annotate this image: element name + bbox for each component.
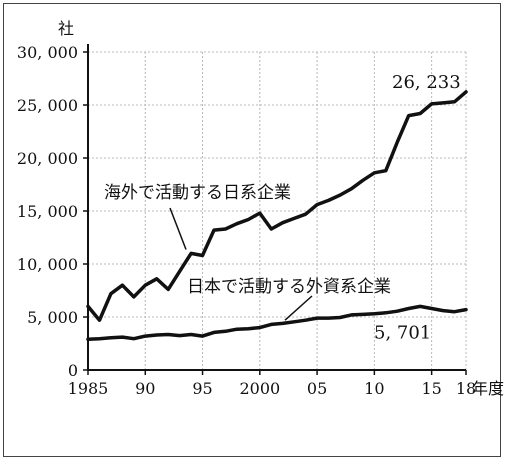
x-tick-label: 10	[364, 379, 384, 398]
x-tick-label: 90	[135, 379, 155, 398]
x-tick-label: 05	[307, 379, 327, 398]
y-tick-label: 20, 000	[17, 149, 78, 168]
tick-labels: 0 5, 000 10, 000 15, 000 20, 000 25, 000 30, 0…	[17, 19, 504, 398]
x-tick-label: 15	[421, 379, 441, 398]
foreign-companies-in-japan-line	[86, 304, 468, 342]
y-tick-label: 0	[68, 361, 78, 380]
y-tick-label: 5, 000	[27, 308, 78, 327]
end-value-label-overseas: 26, 233	[392, 72, 461, 93]
x-tick-label: 1985	[68, 379, 109, 398]
end-value-label-foreign: 5, 701	[374, 323, 431, 344]
chart-frame	[3, 3, 501, 457]
y-tick-label: 15, 000	[17, 202, 78, 221]
axes	[83, 44, 467, 375]
x-axis-unit-label: 年度	[472, 379, 504, 398]
series-label-foreign: 日本で活動する外資系企業	[187, 277, 391, 297]
y-axis-unit-label: 社	[58, 19, 74, 38]
x-tick-label: 18	[456, 379, 476, 398]
y-tick-label: 10, 000	[17, 255, 78, 274]
y-tick-label: 30, 000	[17, 43, 78, 62]
series-label-overseas-leader	[169, 207, 187, 250]
series-lines	[86, 90, 468, 342]
x-tick-label: 2000	[239, 379, 280, 398]
overseas-japanese-companies-line	[86, 90, 468, 322]
x-tick-label: 95	[192, 379, 212, 398]
series-label-foreign-leader	[284, 295, 313, 321]
series-label-overseas: 海外で活動する日系企業	[104, 183, 291, 203]
y-tick-label: 25, 000	[17, 96, 78, 115]
